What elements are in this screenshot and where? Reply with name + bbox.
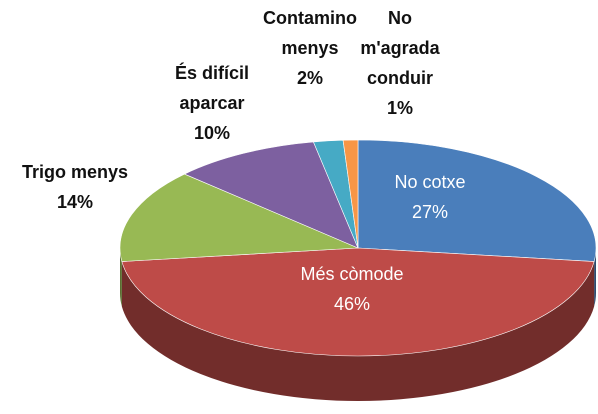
category-label: És difícil aparcar bbox=[174, 63, 250, 113]
category-label: Trigo menys bbox=[21, 162, 129, 182]
slice bbox=[342, 139, 359, 249]
slice-label: Trigo menys 14% bbox=[0, 157, 155, 217]
slice-side bbox=[121, 261, 595, 402]
slice bbox=[119, 173, 359, 262]
slice-label: És difícil aparcar 10% bbox=[162, 58, 262, 148]
slice bbox=[357, 139, 597, 262]
value-label: 14% bbox=[56, 192, 94, 212]
value-label: 27% bbox=[411, 202, 449, 222]
value-label: 46% bbox=[333, 294, 371, 314]
slice-side bbox=[120, 248, 122, 307]
value-label: 10% bbox=[193, 123, 231, 143]
value-label: 2% bbox=[296, 68, 323, 88]
category-label: Contamino menys bbox=[263, 8, 357, 58]
slice bbox=[121, 247, 595, 357]
category-label: No m'agrada conduir bbox=[360, 8, 440, 88]
slice-label: No cotxe 27% bbox=[365, 167, 495, 227]
category-label: No cotxe bbox=[394, 172, 466, 192]
slice bbox=[183, 141, 359, 249]
slice-label: Més còmode 46% bbox=[292, 259, 412, 319]
value-label: 1% bbox=[386, 98, 413, 118]
slice-label: Contamino menys 2% bbox=[260, 3, 360, 93]
slice-side bbox=[594, 248, 596, 307]
category-label: Més còmode bbox=[300, 264, 404, 284]
slice-label: No m'agrada conduir 1% bbox=[355, 3, 445, 123]
